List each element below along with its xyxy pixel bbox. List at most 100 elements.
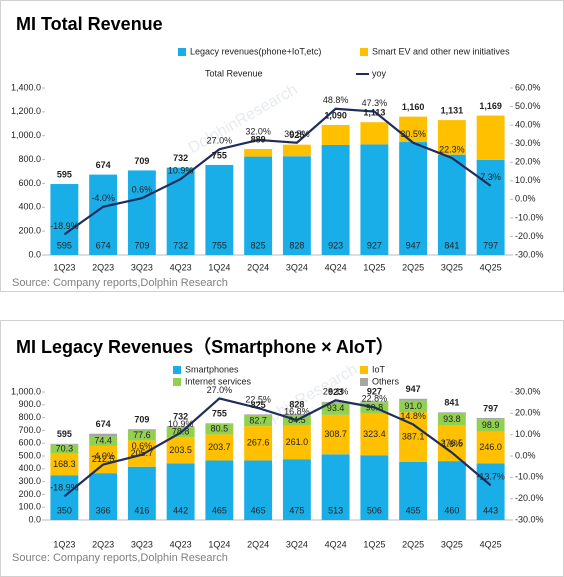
x-tick-label: 4Q23	[170, 262, 192, 272]
y-tick-label: 900.0	[18, 399, 41, 409]
bar-segment	[166, 426, 195, 428]
bar-segment	[321, 124, 350, 145]
y2-tick-label: 30.0%	[515, 138, 541, 148]
bar-value-label: 203.7	[208, 442, 231, 452]
line-value-label: 26.1%	[323, 387, 349, 397]
bar-segment	[360, 144, 389, 255]
bar-value-label: 323.4	[363, 429, 386, 439]
line	[63, 397, 492, 498]
bar-segment	[282, 459, 311, 520]
total-label: 595	[57, 429, 72, 439]
x-tick-label: 3Q24	[286, 539, 308, 549]
bar-value-label: 350	[57, 505, 72, 515]
bar-segment	[166, 437, 195, 464]
bar-segment	[476, 159, 505, 255]
y-tick-label: 800.0	[18, 154, 41, 164]
bar-value-label: 93.8	[443, 414, 461, 424]
total-label: 797	[483, 403, 498, 413]
total-label: 1,090	[324, 110, 347, 120]
bar-segment	[244, 414, 273, 416]
bar-value-label: 93.4	[327, 403, 345, 413]
bar-value-label: 246.0	[479, 442, 502, 452]
x-tick-label: 2Q24	[247, 539, 269, 549]
x-tick-label: 4Q25	[480, 539, 502, 549]
y-tick-label: 400.0	[18, 202, 41, 212]
total-label: 925	[289, 130, 304, 140]
bar-value-label: 674	[96, 240, 111, 250]
line-value-label: 0.6%	[132, 441, 153, 451]
bar-value-label: 205.7	[131, 448, 154, 458]
bar-segment	[205, 164, 234, 255]
bar-segment	[244, 156, 273, 255]
y-tick-label: 1,000.0	[11, 130, 41, 140]
line-value-label: 27.0%	[207, 136, 233, 146]
line-value-label: -18.9%	[50, 221, 79, 231]
line-value-label: 10.9%	[168, 419, 194, 429]
total-label: 755	[212, 409, 227, 419]
bar-value-label: 797	[483, 240, 498, 250]
bar-segment	[244, 415, 273, 427]
bar-value-label: 366	[96, 505, 111, 515]
bar-value-label: 755	[212, 240, 227, 250]
line-value-label: 22.3%	[439, 144, 465, 154]
line-value-label: 14.8%	[400, 411, 426, 421]
y-tick-label: 400.0	[18, 463, 41, 473]
x-tick-label: 2Q25	[402, 262, 424, 272]
bar-segment	[127, 430, 156, 441]
x-tick-label: 1Q25	[363, 262, 385, 272]
bar-segment	[321, 414, 350, 455]
x-tick-label: 4Q25	[480, 262, 502, 272]
legend-swatch	[360, 366, 368, 374]
bar-value-label: 261.0	[286, 437, 309, 447]
bar-value-label: 82.7	[249, 415, 267, 425]
legend-label: yoy	[372, 68, 387, 78]
line-value-label: 47.3%	[362, 98, 388, 108]
legend-swatch	[178, 48, 186, 56]
x-tick-label: 2Q23	[92, 262, 114, 272]
line-value-label: -4.0%	[91, 193, 115, 203]
total-label: 1,169	[479, 101, 502, 111]
x-tick-label: 1Q24	[208, 262, 230, 272]
bar-segment	[437, 120, 466, 155]
total-label: 709	[134, 156, 149, 166]
bar-segment	[205, 460, 234, 520]
legend-label: Smart EV and other new initiatives	[372, 46, 510, 56]
bar-segment	[476, 431, 505, 464]
chart: MI Legacy Revenues（Smartphone × AIoT）Dol…	[0, 320, 564, 577]
bar-value-label: 460	[444, 505, 459, 515]
x-tick-label: 1Q24	[208, 539, 230, 549]
line-value-label: 30.5%	[400, 129, 426, 139]
bar-value-label: 168.3	[53, 459, 76, 469]
bar-segment	[360, 401, 389, 403]
bar-segment	[399, 400, 428, 413]
total-label: 755	[212, 150, 227, 160]
bar-value-label: 825	[251, 240, 266, 250]
bar-value-label: 308.7	[324, 429, 347, 439]
y2-tick-label: -10.0%	[515, 212, 544, 222]
line-value-label: 0.6%	[132, 185, 153, 195]
bar-value-label: 267.6	[247, 438, 270, 448]
y2-tick-label: 60.0%	[515, 82, 541, 92]
y2-tick-label: 50.0%	[515, 101, 541, 111]
y-tick-label: 0.0	[28, 514, 41, 524]
line-value-label: 22.8%	[362, 394, 388, 404]
bar-segment	[476, 463, 505, 520]
bar-value-label: 841	[444, 240, 459, 250]
bar-segment	[205, 434, 234, 461]
chart: MI Total RevenueDolphinResearch0.0200.04…	[0, 0, 564, 292]
bar-value-label: 387.1	[402, 431, 425, 441]
bar-value-label: 98.9	[482, 420, 500, 430]
legend-label: Smartphones	[185, 364, 239, 374]
source-note: Source: Company reports,Dolphin Research	[12, 277, 228, 289]
y2-tick-label: 20.0%	[515, 157, 541, 167]
bar-segment	[205, 424, 234, 435]
y-tick-label: 1,000.0	[11, 386, 41, 396]
y2-tick-label: -30.0%	[515, 514, 544, 524]
bar-value-label: 506	[367, 505, 382, 515]
legend-swatch	[360, 378, 368, 386]
y-tick-label: 1,400.0	[11, 82, 41, 92]
bar-segment	[89, 445, 118, 474]
y-tick-label: 800.0	[18, 412, 41, 422]
line-value-label: 7.3%	[480, 172, 501, 182]
bar-segment	[437, 154, 466, 255]
